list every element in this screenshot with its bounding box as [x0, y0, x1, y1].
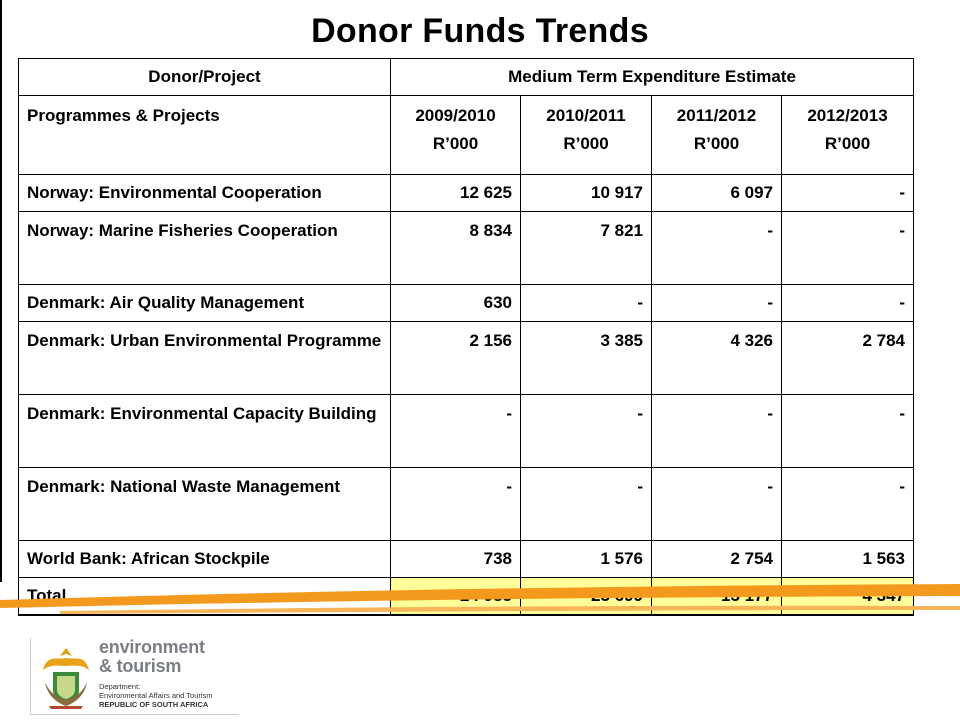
- year-header: 2009/2010 R’000: [390, 95, 521, 175]
- page-title: Donor Funds Trends: [311, 12, 649, 50]
- row-value: 4 326: [651, 321, 782, 395]
- dept-line2: Environmental Affairs and Tourism: [99, 691, 213, 700]
- table-row: Denmark: National Waste Management - - -…: [18, 467, 914, 541]
- row-value: -: [651, 467, 782, 541]
- year-label: 2011/2012: [676, 106, 757, 125]
- row-value: 738: [390, 540, 521, 578]
- swoosh-stripe-main: [0, 584, 960, 608]
- department-text: Department: Environmental Affairs and To…: [99, 682, 239, 709]
- footer-orange-swoosh: [0, 584, 960, 614]
- row-value: -: [781, 467, 914, 541]
- unit-label: R’000: [563, 134, 609, 153]
- row-value: -: [651, 394, 782, 468]
- row-value: 2 784: [781, 321, 914, 395]
- row-name: Denmark: National Waste Management: [18, 467, 391, 541]
- row-name: Norway: Environmental Cooperation: [18, 174, 391, 212]
- swoosh-stripe-thin: [60, 605, 960, 614]
- year-label: 2009/2010: [415, 106, 496, 125]
- row-name: Denmark: Environmental Capacity Building: [18, 394, 391, 468]
- row-value: -: [781, 284, 914, 322]
- table-row: Norway: Environmental Cooperation 12 625…: [18, 174, 914, 212]
- row-value: -: [520, 394, 652, 468]
- header-donor-project: Donor/Project: [18, 58, 391, 96]
- brand-line1: environment: [99, 637, 205, 657]
- row-name: World Bank: African Stockpile: [18, 540, 391, 578]
- row-name: Norway: Marine Fisheries Cooperation: [18, 211, 391, 285]
- year-label: 2010/2011: [546, 106, 626, 125]
- table-subheader-row: Programmes & Projects 2009/2010 R’000 201…: [18, 95, 914, 175]
- department-logo: environment & tourism Department: Enviro…: [30, 638, 239, 715]
- row-value: 2 156: [390, 321, 521, 395]
- header-mtef: Medium Term Expenditure Estimate: [390, 58, 914, 96]
- row-value: -: [781, 174, 914, 212]
- left-edge-rule: [0, 0, 2, 582]
- row-value: 7 821: [520, 211, 652, 285]
- row-value: -: [781, 211, 914, 285]
- row-value: 10 917: [520, 174, 652, 212]
- row-value: -: [651, 211, 782, 285]
- row-value: -: [520, 467, 652, 541]
- row-value: -: [651, 284, 782, 322]
- row-value: 1 563: [781, 540, 914, 578]
- row-value: 3 385: [520, 321, 652, 395]
- table-row: Denmark: Urban Environmental Programme 2…: [18, 321, 914, 395]
- year-label: 2012/2013: [807, 106, 888, 125]
- dept-line3: REPUBLIC OF SOUTH AFRICA: [99, 700, 209, 709]
- row-value: -: [520, 284, 652, 322]
- year-header: 2010/2011 R’000: [520, 95, 652, 175]
- table-row: Denmark: Environmental Capacity Building…: [18, 394, 914, 468]
- year-header: 2011/2012 R’000: [651, 95, 782, 175]
- row-value: 12 625: [390, 174, 521, 212]
- donor-funds-table: Donor/Project Medium Term Expenditure Es…: [18, 58, 914, 616]
- table-row: Norway: Marine Fisheries Cooperation 8 8…: [18, 211, 914, 285]
- coat-of-arms-icon: [43, 648, 89, 709]
- row-value: 6 097: [651, 174, 782, 212]
- row-value: 630: [390, 284, 521, 322]
- row-value: -: [390, 394, 521, 468]
- row-value: -: [781, 394, 914, 468]
- table-row: World Bank: African Stockpile 738 1 576 …: [18, 540, 914, 578]
- table-row: Denmark: Air Quality Management 630 - - …: [18, 284, 914, 322]
- dept-line1: Department:: [99, 682, 141, 691]
- unit-label: R’000: [432, 134, 479, 153]
- row-value: 2 754: [651, 540, 782, 578]
- subheader-programmes: Programmes & Projects: [18, 95, 391, 175]
- table-header-row: Donor/Project Medium Term Expenditure Es…: [18, 58, 914, 96]
- row-name: Denmark: Air Quality Management: [18, 284, 391, 322]
- row-name: Denmark: Urban Environmental Programme: [18, 321, 391, 395]
- row-value: -: [390, 467, 521, 541]
- year-header: 2012/2013 R’000: [781, 95, 914, 175]
- brand-block: environment & tourism Department: Enviro…: [99, 637, 213, 710]
- row-value: 1 576: [520, 540, 652, 578]
- brand-line2: & tourism: [99, 656, 182, 676]
- unit-label: R’000: [824, 134, 871, 153]
- unit-label: R’000: [693, 134, 740, 153]
- row-value: 8 834: [390, 211, 521, 285]
